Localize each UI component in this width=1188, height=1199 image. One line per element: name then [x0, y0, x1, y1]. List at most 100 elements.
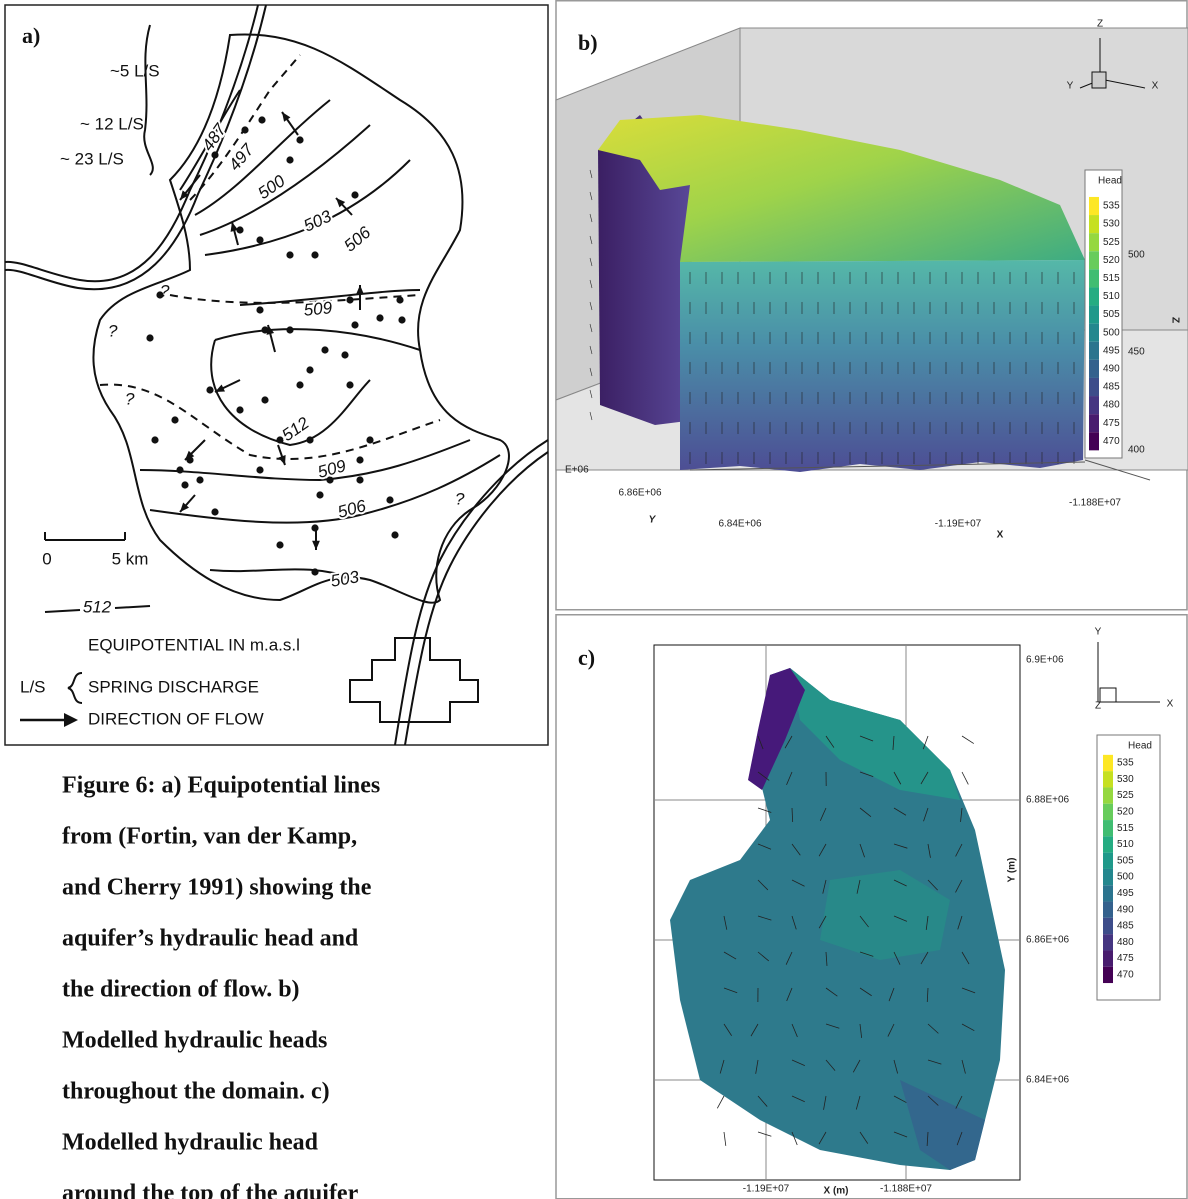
- axis-title: X: [997, 530, 1004, 541]
- legend-swatch: [1103, 755, 1113, 771]
- panel-label: c): [578, 645, 595, 670]
- well-point: [286, 251, 293, 258]
- well-point: [391, 531, 398, 538]
- legend-label: 510: [1103, 291, 1120, 302]
- caption-line: Figure 6: a) Equipotential lines: [62, 773, 380, 799]
- legend-label: 530: [1117, 774, 1134, 785]
- well-point: [296, 381, 303, 388]
- well-point: [341, 351, 348, 358]
- well-point: [306, 366, 313, 373]
- spring-label: ~ 23 L/S: [60, 149, 124, 168]
- spring-label: ~ 12 L/S: [80, 114, 144, 133]
- legend-title: Head: [1098, 176, 1122, 187]
- legend-label: 535: [1117, 758, 1134, 769]
- caption-line: around the top of the aquifer: [62, 1181, 359, 1199]
- triad-label: X: [1167, 699, 1174, 710]
- legend-label: 520: [1103, 255, 1120, 266]
- caption-line: Modelled hydraulic heads: [62, 1028, 327, 1054]
- well-point: [396, 296, 403, 303]
- well-point: [311, 251, 318, 258]
- spring-label: ~5 L/S: [110, 61, 160, 80]
- well-point: [398, 316, 405, 323]
- well-point: [346, 296, 353, 303]
- well-point: [316, 491, 323, 498]
- z-tick-label: 400: [1128, 445, 1145, 456]
- legend-text: SPRING DISCHARGE: [88, 677, 259, 696]
- well-point: [376, 314, 383, 321]
- legend-swatch: [1089, 287, 1099, 305]
- legend-swatch: [1089, 414, 1099, 432]
- legend-label: 485: [1117, 921, 1134, 932]
- legend-swatch: [1089, 306, 1099, 324]
- surface: [680, 260, 1085, 472]
- legend-swatch: [1089, 233, 1099, 251]
- well-point: [256, 466, 263, 473]
- well-point: [171, 416, 178, 423]
- x-tick-label: -1.19E+07: [743, 1184, 790, 1195]
- legend-label: 500: [1103, 327, 1120, 338]
- legend-label: 485: [1103, 382, 1120, 393]
- legend-label: 500: [1117, 872, 1134, 883]
- well-point: [256, 236, 263, 243]
- well-point: [276, 436, 283, 443]
- legend-swatch: [1089, 324, 1099, 342]
- z-tick-label: 500: [1128, 250, 1145, 261]
- legend-label: 505: [1117, 855, 1134, 866]
- caption-line: from (Fortin, van der Kamp,: [62, 824, 357, 850]
- legend-label: 475: [1117, 953, 1134, 964]
- legend-swatch: [1103, 950, 1113, 966]
- well-point: [346, 381, 353, 388]
- well-point: [276, 541, 283, 548]
- legend-swatch: [1089, 269, 1099, 287]
- legend-label: 470: [1103, 436, 1120, 447]
- legend-swatch: [1089, 215, 1099, 233]
- panel-b: Z Y X Head 53553052552051551050550049549…: [556, 1, 1188, 610]
- triad-label: X: [1152, 81, 1159, 92]
- well-point: [286, 156, 293, 163]
- legend-label: 480: [1103, 400, 1120, 411]
- legend-swatch: [1103, 934, 1113, 950]
- legend-swatch: [1103, 918, 1113, 934]
- well-point: [211, 508, 218, 515]
- legend-sample: 512: [83, 597, 112, 616]
- well-point: [311, 568, 318, 575]
- well-point: [356, 456, 363, 463]
- legend-label: 480: [1117, 937, 1134, 948]
- legend-label: 530: [1103, 219, 1120, 230]
- well-point: [321, 346, 328, 353]
- panel-label: b): [578, 30, 598, 55]
- legend-swatch: [1089, 342, 1099, 360]
- legend-swatch: [1089, 360, 1099, 378]
- well-point: [241, 126, 248, 133]
- well-point: [351, 191, 358, 198]
- y-tick-label: E+06: [565, 465, 589, 476]
- well-point: [386, 496, 393, 503]
- triad-label: Z: [1095, 701, 1101, 712]
- y-tick-label: 6.9E+06: [1026, 655, 1064, 666]
- figure-caption: Figure 6: a) Equipotential lines from (Fo…: [62, 773, 380, 1199]
- legend-text: DIRECTION OF FLOW: [88, 709, 264, 728]
- x-tick-label: -1.188E+07: [1069, 498, 1121, 509]
- legend-label: 490: [1117, 904, 1134, 915]
- unknown-mark: ?: [108, 321, 118, 340]
- well-point: [181, 481, 188, 488]
- well-point: [256, 306, 263, 313]
- legend-swatch: [1103, 853, 1113, 869]
- legend-text: L/S: [20, 677, 46, 696]
- legend-label: 495: [1103, 345, 1120, 356]
- contour-label: 509: [303, 298, 333, 319]
- legend-swatch: [1103, 836, 1113, 852]
- triad-label: Y: [1067, 81, 1074, 92]
- caption-line: throughout the domain. c): [62, 1079, 330, 1105]
- legend-swatch: [1089, 197, 1099, 215]
- legend-label: 475: [1103, 418, 1120, 429]
- y-tick-label: 6.84E+06: [1026, 1075, 1070, 1086]
- legend-swatch: [1089, 396, 1099, 414]
- unknown-mark: ?: [160, 281, 170, 300]
- caption-line: Modelled hydraulic head: [62, 1130, 319, 1156]
- legend-swatch: [1103, 804, 1113, 820]
- legend-label: 490: [1103, 364, 1120, 375]
- legend-swatch: [1103, 967, 1113, 983]
- triad: [1092, 72, 1106, 88]
- legend-label: 495: [1117, 888, 1134, 899]
